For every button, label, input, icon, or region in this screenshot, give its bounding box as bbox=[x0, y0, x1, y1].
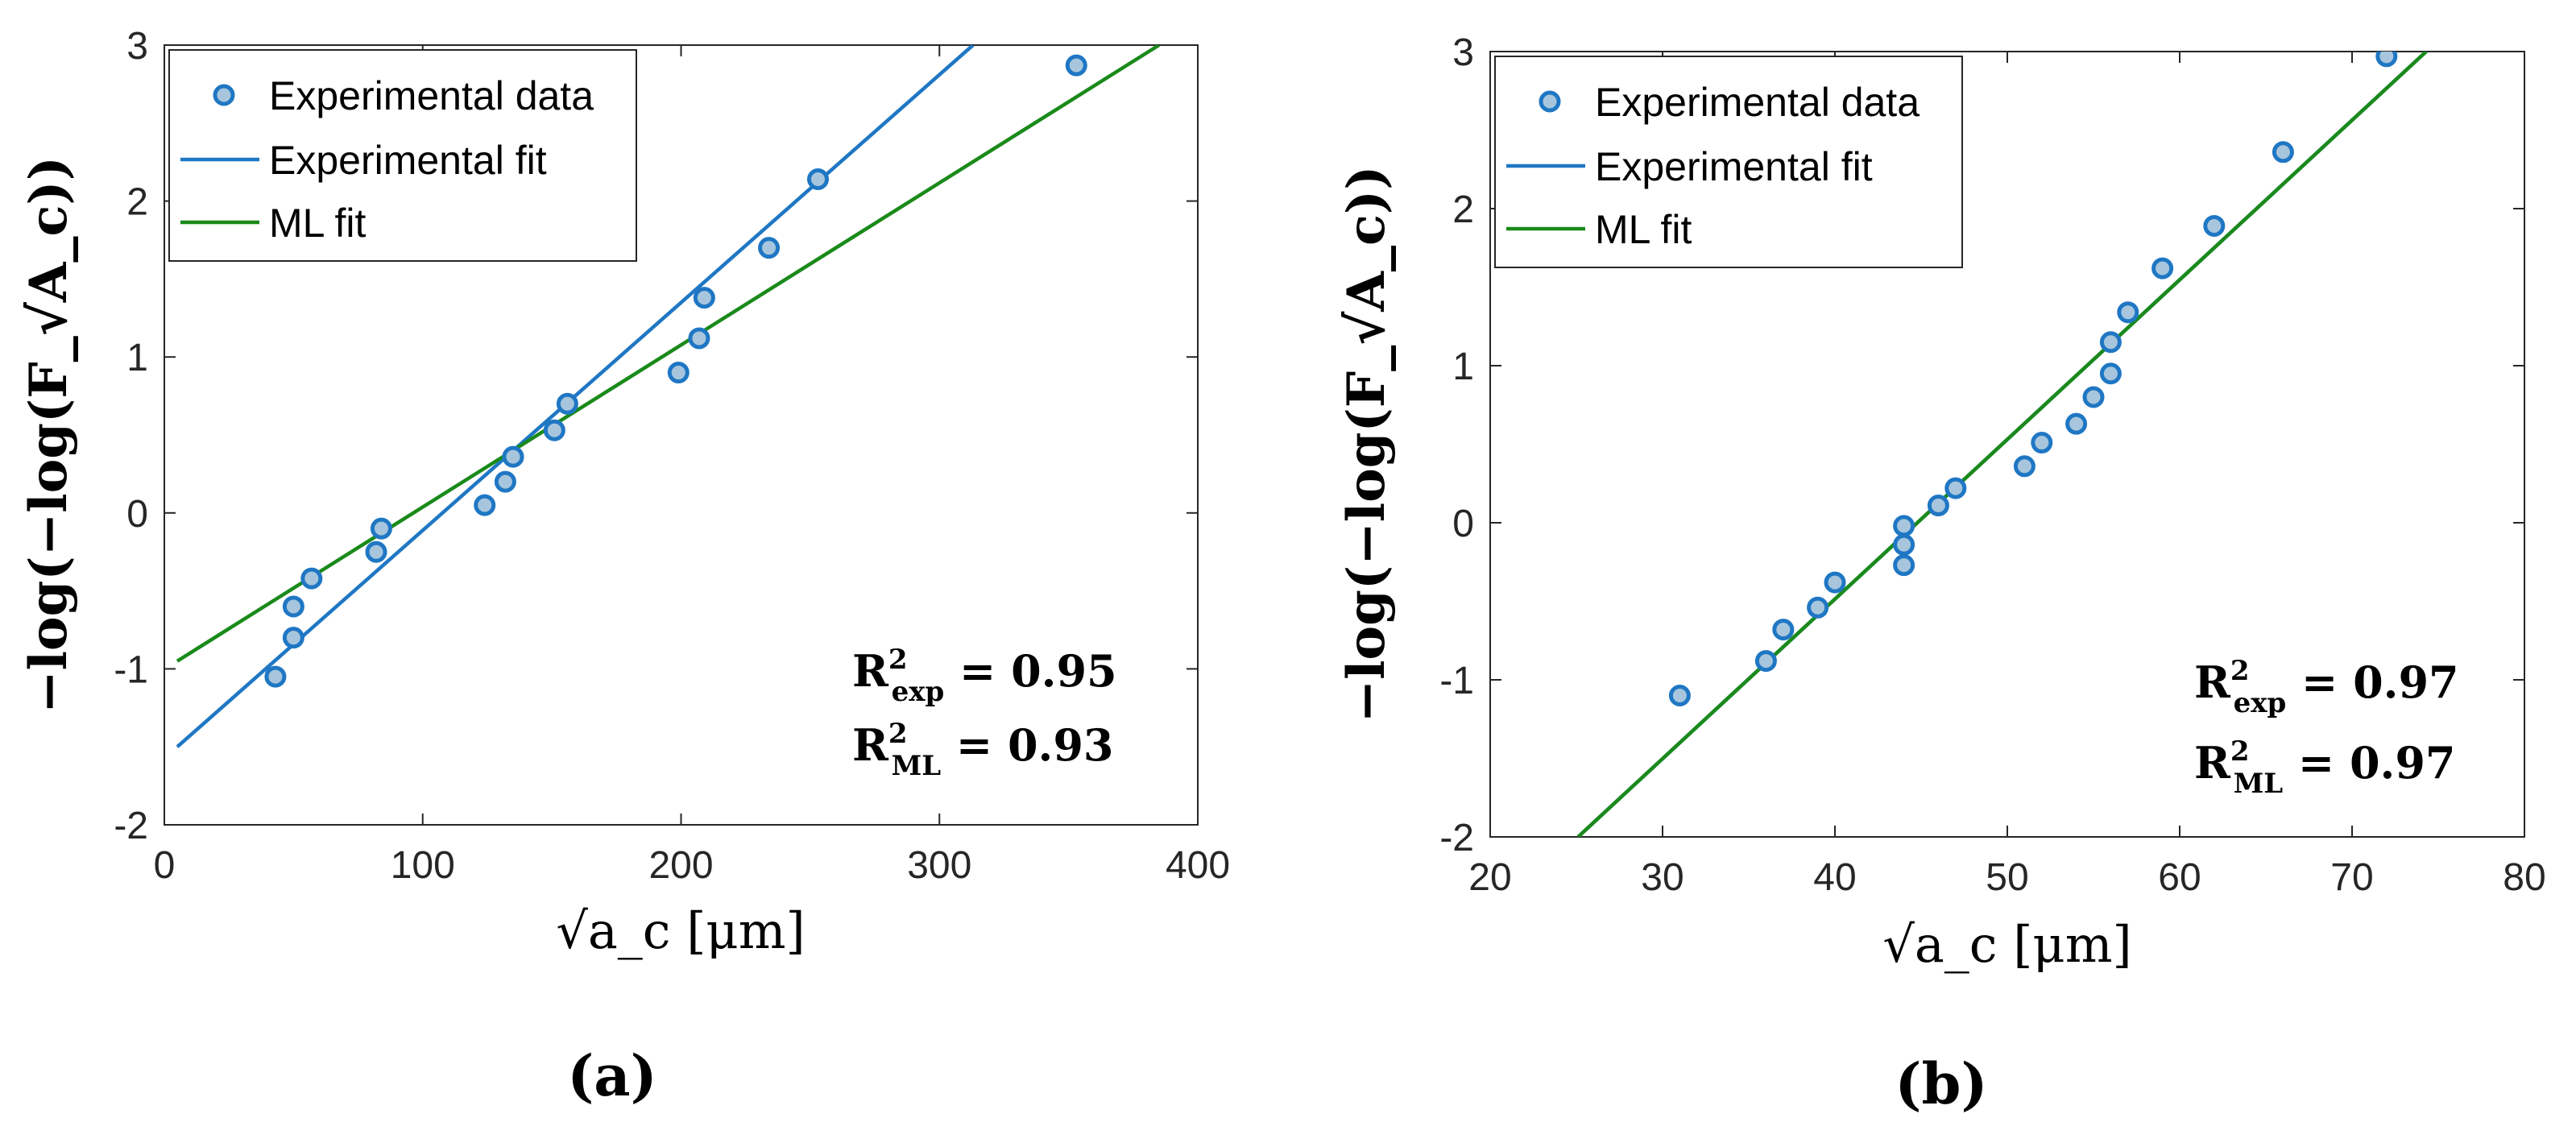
panel-caption: (a) bbox=[567, 1042, 657, 1109]
data-point bbox=[758, 237, 781, 259]
data-point bbox=[2272, 141, 2294, 164]
data-point bbox=[282, 595, 304, 618]
y-axis-label: −log(−log(F_√A_c)) bbox=[1336, 166, 1397, 723]
y-tick-label: 3 bbox=[1452, 31, 1474, 74]
y-tick-label: -1 bbox=[114, 648, 148, 691]
legend-label: Experimental data bbox=[1595, 80, 1920, 125]
r2-experimental: R2 exp = 0.97 bbox=[2194, 655, 2459, 719]
experimental-fit-line bbox=[176, 45, 975, 748]
y-tick-label: 0 bbox=[1452, 503, 1474, 545]
data-point bbox=[370, 517, 392, 540]
x-tick-label: 200 bbox=[648, 844, 713, 887]
y-tick-label: -2 bbox=[1439, 817, 1474, 859]
data-point bbox=[282, 627, 304, 649]
data-point bbox=[806, 168, 829, 190]
data-point bbox=[543, 419, 565, 441]
y-tick-label: -1 bbox=[1439, 660, 1474, 702]
ml-fit-line bbox=[1576, 52, 2428, 837]
panel-caption: (b) bbox=[1895, 1050, 1987, 1117]
r2-experimental: R2 exp = 0.95 bbox=[852, 644, 1117, 708]
x-axis-label: √a_c [μm] bbox=[556, 901, 805, 960]
x-axis-label: √a_c [μm] bbox=[1882, 915, 2131, 974]
data-point bbox=[1893, 554, 1915, 577]
y-tick-label: 2 bbox=[1452, 188, 1474, 231]
data-point bbox=[2031, 432, 2053, 454]
x-tick-label: 50 bbox=[1986, 856, 2028, 899]
x-tick-label: 100 bbox=[391, 844, 455, 887]
legend-label: ML fit bbox=[1595, 207, 1692, 252]
r2-ml: R2 ML = 0.93 bbox=[852, 718, 1113, 782]
y-tick-label: 1 bbox=[1452, 346, 1474, 388]
data-point bbox=[502, 445, 524, 468]
data-point bbox=[1772, 619, 1795, 641]
legend-marker-data bbox=[213, 84, 235, 106]
data-point bbox=[693, 287, 715, 309]
data-point bbox=[2203, 214, 2226, 237]
data-point bbox=[1824, 571, 1846, 594]
y-tick-label: 3 bbox=[126, 25, 148, 68]
x-tick-label: 300 bbox=[907, 844, 971, 887]
legend-box bbox=[168, 49, 637, 262]
data-point bbox=[494, 470, 516, 493]
legend-label: Experimental fit bbox=[269, 138, 547, 183]
data-point bbox=[667, 362, 690, 384]
data-point bbox=[1944, 477, 1967, 499]
data-point bbox=[688, 327, 710, 350]
data-point bbox=[300, 567, 323, 590]
data-point bbox=[2099, 331, 2122, 354]
data-point bbox=[2065, 412, 2088, 435]
legend-label: ML fit bbox=[269, 201, 366, 246]
x-tick-label: 20 bbox=[1468, 856, 1511, 899]
data-point bbox=[1927, 495, 1949, 517]
y-axis-label: −log(−log(F_√A_c)) bbox=[19, 156, 79, 714]
r-squared-annotations: R2 exp = 0.97 R2 ML = 0.97 bbox=[2194, 655, 2459, 800]
data-point bbox=[1893, 533, 1915, 556]
legend-label: Experimental data bbox=[269, 73, 594, 118]
data-point bbox=[264, 665, 287, 688]
data-point bbox=[1754, 650, 1777, 673]
x-tick-label: 0 bbox=[154, 844, 176, 887]
legend: Experimental data Experimental fit ML fit bbox=[168, 49, 637, 262]
x-tick-label: 40 bbox=[1813, 856, 1856, 899]
r-squared-annotations: R2 exp = 0.95 R2 ML = 0.93 bbox=[852, 644, 1117, 782]
data-point bbox=[2375, 52, 2398, 68]
data-point bbox=[556, 392, 578, 415]
r2-ml: R2 ML = 0.97 bbox=[2194, 735, 2455, 800]
data-point bbox=[1065, 54, 1087, 77]
data-point bbox=[2099, 362, 2122, 385]
data-layer bbox=[1576, 52, 2428, 837]
data-point bbox=[365, 540, 387, 563]
data-point bbox=[2151, 257, 2174, 280]
legend-box bbox=[1494, 56, 1963, 268]
data-point bbox=[2082, 386, 2105, 408]
ml-fit-line bbox=[176, 45, 1161, 663]
y-tick-label: 0 bbox=[126, 493, 148, 536]
data-layer bbox=[176, 45, 1161, 748]
legend-label: Experimental fit bbox=[1595, 144, 1873, 189]
y-tick-label: 1 bbox=[126, 337, 148, 379]
y-tick-label: -2 bbox=[114, 805, 148, 847]
x-tick-label: 60 bbox=[2158, 856, 2201, 899]
x-tick-label: 30 bbox=[1641, 856, 1684, 899]
data-point bbox=[1893, 515, 1915, 537]
x-tick-label: 70 bbox=[2330, 856, 2373, 899]
y-tick-label: 2 bbox=[126, 181, 148, 224]
x-tick-label: 80 bbox=[2503, 856, 2545, 899]
data-point bbox=[2117, 301, 2139, 324]
data-point bbox=[474, 494, 496, 516]
data-point bbox=[1807, 596, 1829, 619]
data-point bbox=[2013, 455, 2036, 478]
data-point bbox=[1668, 685, 1691, 706]
x-tick-label: 400 bbox=[1166, 844, 1230, 887]
legend: Experimental data Experimental fit ML fit bbox=[1494, 56, 1963, 268]
legend-marker-data bbox=[1539, 90, 1561, 113]
